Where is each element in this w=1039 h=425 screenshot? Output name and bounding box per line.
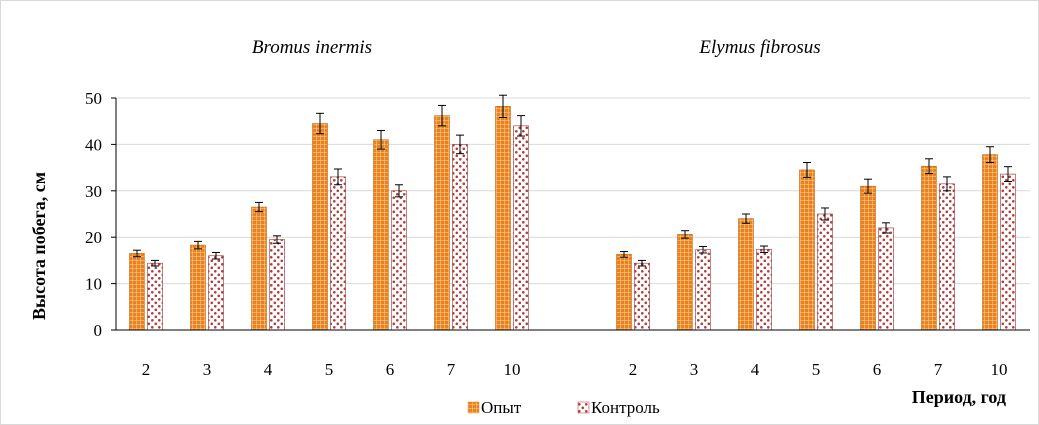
- bar-kontrol: [269, 239, 285, 331]
- error-bar: [438, 104, 446, 127]
- error-bar: [456, 134, 464, 155]
- x-tick-label: 10: [504, 360, 521, 379]
- bar-opyt: [616, 254, 632, 331]
- y-tick-label: 10: [85, 275, 102, 294]
- y-tick-label: 40: [85, 135, 102, 154]
- bar-opyt: [251, 206, 267, 331]
- error-bar: [742, 213, 750, 224]
- bar-opyt: [738, 218, 754, 331]
- x-tick-label: 6: [386, 360, 395, 379]
- error-bar: [377, 129, 385, 150]
- error-bar: [212, 252, 220, 260]
- error-bar: [882, 222, 890, 234]
- x-tick-label: 10: [991, 360, 1008, 379]
- x-tick-label: 7: [447, 360, 456, 379]
- x-axis-label: Период, год: [912, 387, 1006, 407]
- x-tick-label: 4: [264, 360, 273, 379]
- y-tick-label: 0: [94, 321, 103, 340]
- error-bars: [133, 94, 1012, 267]
- x-tick-label: 3: [203, 360, 212, 379]
- error-bar: [821, 207, 829, 221]
- error-bar: [925, 158, 933, 175]
- error-bar: [760, 245, 768, 254]
- bar-opyt: [860, 185, 876, 331]
- bar-kontrol: [817, 213, 833, 331]
- x-tick-label: 5: [325, 360, 334, 379]
- bar-kontrol: [695, 249, 711, 331]
- chart-title-bromus: Bromus inermis: [252, 37, 372, 58]
- x-tick-label: 2: [629, 360, 638, 379]
- error-bar: [620, 251, 628, 258]
- bar-kontrol: [1000, 173, 1016, 331]
- y-axis-label: Высота побега, см: [29, 172, 49, 320]
- bar-kontrol: [208, 255, 224, 331]
- chart-title-elymus: Elymus fibrosus: [698, 37, 820, 58]
- bar-opyt: [434, 115, 450, 331]
- legend-swatch-opyt: [467, 401, 480, 414]
- bar-opyt: [982, 154, 998, 331]
- x-tick-label: 7: [934, 360, 943, 379]
- legend: Опыт Контроль: [467, 398, 660, 417]
- bar-opyt: [799, 169, 815, 331]
- x-tick-label: 4: [751, 360, 760, 379]
- legend-swatch-kontrol: [577, 401, 590, 414]
- error-bar: [133, 249, 141, 258]
- x-tick-label: 6: [873, 360, 882, 379]
- x-tick-label: 3: [690, 360, 699, 379]
- error-bar: [334, 168, 342, 186]
- legend-label-opyt: Опыт: [481, 398, 522, 417]
- legend-label-kontrol: Контроль: [591, 398, 660, 417]
- error-bar: [517, 115, 525, 137]
- error-bar: [316, 112, 324, 135]
- bar-kontrol: [513, 125, 529, 331]
- x-tick-label: 2: [142, 360, 151, 379]
- y-tick-label: 50: [85, 89, 102, 108]
- y-tick-label: 30: [85, 182, 102, 201]
- bar-kontrol: [452, 144, 468, 331]
- gridlines: [116, 97, 1030, 285]
- bar-opyt: [190, 244, 206, 331]
- bar-kontrol: [878, 227, 894, 331]
- bar-kontrol: [756, 248, 772, 331]
- error-bar: [864, 178, 872, 194]
- error-bar: [803, 161, 811, 178]
- error-bar: [986, 146, 994, 163]
- bar-opyt: [677, 234, 693, 331]
- error-bar: [151, 259, 159, 267]
- bar-kontrol: [939, 183, 955, 331]
- bar-kontrol: [330, 176, 346, 331]
- bar-kontrol: [147, 262, 163, 331]
- bar-opyt: [495, 106, 511, 331]
- bar-opyt: [373, 139, 389, 331]
- error-bar: [681, 230, 689, 239]
- error-bar: [255, 201, 263, 213]
- error-bar: [699, 245, 707, 254]
- bars: [129, 106, 1016, 331]
- bar-opyt: [921, 165, 937, 331]
- error-bar: [1004, 166, 1012, 183]
- bar-kontrol: [634, 262, 650, 331]
- error-bar: [273, 235, 281, 244]
- y-tick-label: 20: [85, 228, 102, 247]
- error-bar: [395, 184, 403, 198]
- x-tick-labels: 2 3 4 5 6 7 10 2 3 4 5 6 7 10: [142, 360, 1008, 379]
- bar-opyt: [129, 253, 145, 331]
- bar-opyt: [312, 123, 328, 331]
- bar-kontrol: [391, 190, 407, 331]
- x-tick-label: 5: [812, 360, 821, 379]
- error-bar: [194, 240, 202, 250]
- error-bar: [943, 176, 951, 192]
- error-bar: [638, 259, 646, 267]
- y-tick-labels: 0 10 20 30 40 50: [85, 89, 116, 340]
- error-bar: [499, 94, 507, 118]
